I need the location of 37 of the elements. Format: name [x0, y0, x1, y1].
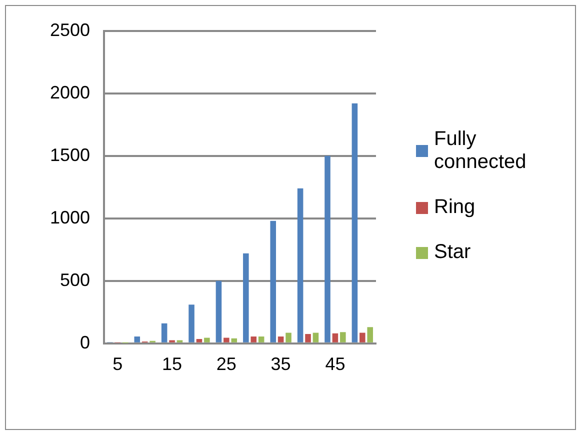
bar — [324, 156, 330, 342]
bar — [134, 336, 140, 342]
x-tick-label: 15 — [162, 354, 182, 374]
bar — [243, 253, 249, 342]
bar — [352, 103, 358, 342]
legend-label: Fully connected — [434, 128, 528, 174]
bar — [188, 304, 194, 342]
bar — [340, 332, 346, 342]
bar — [231, 338, 238, 342]
bar — [250, 336, 257, 342]
legend-label: Star — [434, 241, 471, 264]
bar — [278, 336, 284, 342]
x-tick-label: 45 — [325, 354, 346, 374]
bar — [224, 338, 230, 342]
x-tick-label: 5 — [112, 354, 123, 374]
x-tick-label: 25 — [216, 354, 236, 374]
bar — [297, 188, 304, 342]
bar — [204, 338, 210, 342]
bar — [258, 336, 264, 342]
y-tick-label: 2500 — [50, 20, 90, 40]
bar — [286, 332, 292, 342]
legend-label: Ring — [434, 196, 476, 219]
bar — [161, 323, 168, 342]
bar — [332, 333, 338, 342]
bar — [367, 327, 373, 342]
bar — [305, 334, 311, 342]
bar — [360, 332, 366, 342]
y-tick-label: 1000 — [50, 207, 90, 228]
y-tick-label: 0 — [80, 332, 90, 352]
bar — [270, 220, 276, 342]
y-tick-label: 1500 — [50, 144, 90, 165]
bar — [216, 280, 222, 342]
y-tick-label: 2000 — [50, 82, 90, 102]
bar — [312, 332, 319, 342]
bar — [196, 339, 202, 342]
y-tick-label: 500 — [60, 270, 90, 290]
x-tick-label: 35 — [270, 354, 291, 374]
